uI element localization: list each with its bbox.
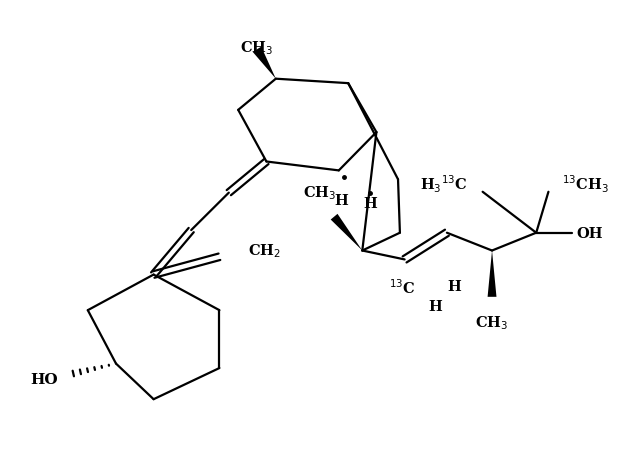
Text: H: H <box>429 299 442 313</box>
Text: H: H <box>335 193 349 207</box>
Polygon shape <box>488 251 497 297</box>
Text: CH$_3$: CH$_3$ <box>241 40 274 57</box>
Text: H$_3$$^{13}$C: H$_3$$^{13}$C <box>420 173 468 194</box>
Text: OH: OH <box>577 226 603 240</box>
Polygon shape <box>331 214 362 251</box>
Polygon shape <box>253 48 276 79</box>
Text: $^{13}$CH$_3$: $^{13}$CH$_3$ <box>561 173 609 194</box>
Text: H: H <box>363 197 377 211</box>
Text: H: H <box>447 279 461 293</box>
Text: CH$_3$: CH$_3$ <box>476 313 509 331</box>
Text: CH$_3$: CH$_3$ <box>303 184 337 201</box>
Text: CH$_2$: CH$_2$ <box>248 242 280 260</box>
Text: HO: HO <box>31 372 58 386</box>
Text: $^{13}$C: $^{13}$C <box>388 278 415 296</box>
